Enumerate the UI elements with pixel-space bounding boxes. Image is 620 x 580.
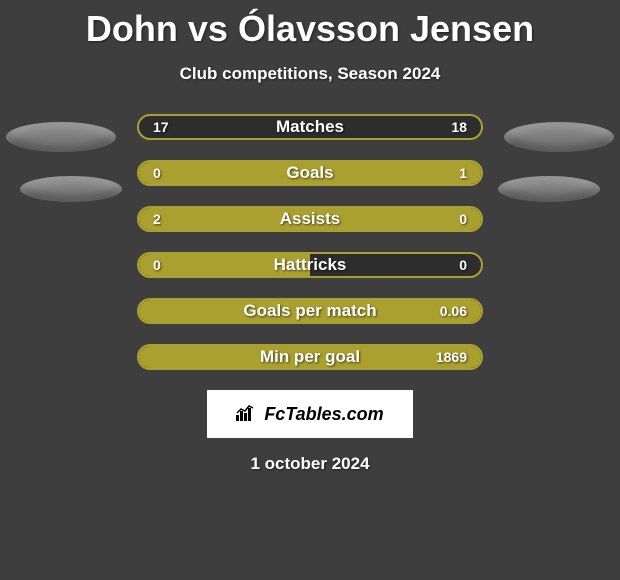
bar-value-left: 17 [153,119,169,135]
bar-value-right: 0 [459,257,467,273]
bar-fill-left [139,254,310,276]
stat-bar-track: Assists20 [137,206,483,232]
stat-bar-track: Hattricks00 [137,252,483,278]
chart-icon [236,403,258,426]
stat-bar-track: Min per goal1869 [137,344,483,370]
date-label: 1 october 2024 [0,454,620,474]
bar-value-right: 0.06 [440,303,467,319]
bar-value-left: 0 [153,257,161,273]
stat-bar-track: Goals01 [137,160,483,186]
stat-bar-row: Hattricks00 [0,252,620,278]
stat-bar-track: Matches17 18 [137,114,483,140]
bar-value-right: 18 [451,119,467,135]
bar-fill-right [399,208,481,230]
bar-fill-left [139,208,399,230]
stat-bar-row: Min per goal1869 [0,344,620,370]
logo-text: FcTables.com [264,404,383,425]
bar-fill-right [201,162,481,184]
stat-bar-row: Goals per match0.06 [0,298,620,324]
bar-value-left: 0 [153,165,161,181]
bar-fill-left [139,346,481,368]
page-title: Dohn vs Ólavsson Jensen [0,0,620,50]
stat-bars-container: Matches1718Goals01Assists20Hattricks00Go… [0,114,620,370]
logo-box: FcTables.com [207,390,413,438]
stat-bar-row: Matches17 18 [0,114,620,140]
stat-bar-track: Goals per match0.06 [137,298,483,324]
bar-value-right: 1869 [436,349,467,365]
bar-label: Matches [139,117,481,137]
bar-value-right: 0 [459,211,467,227]
bar-value-left: 2 [153,211,161,227]
subtitle: Club competitions, Season 2024 [0,64,620,84]
bar-fill-left [139,162,201,184]
stat-bar-row: Goals01 [0,160,620,186]
bar-fill-left [139,300,481,322]
bar-value-right: 1 [459,165,467,181]
stat-bar-row: Assists20 [0,206,620,232]
